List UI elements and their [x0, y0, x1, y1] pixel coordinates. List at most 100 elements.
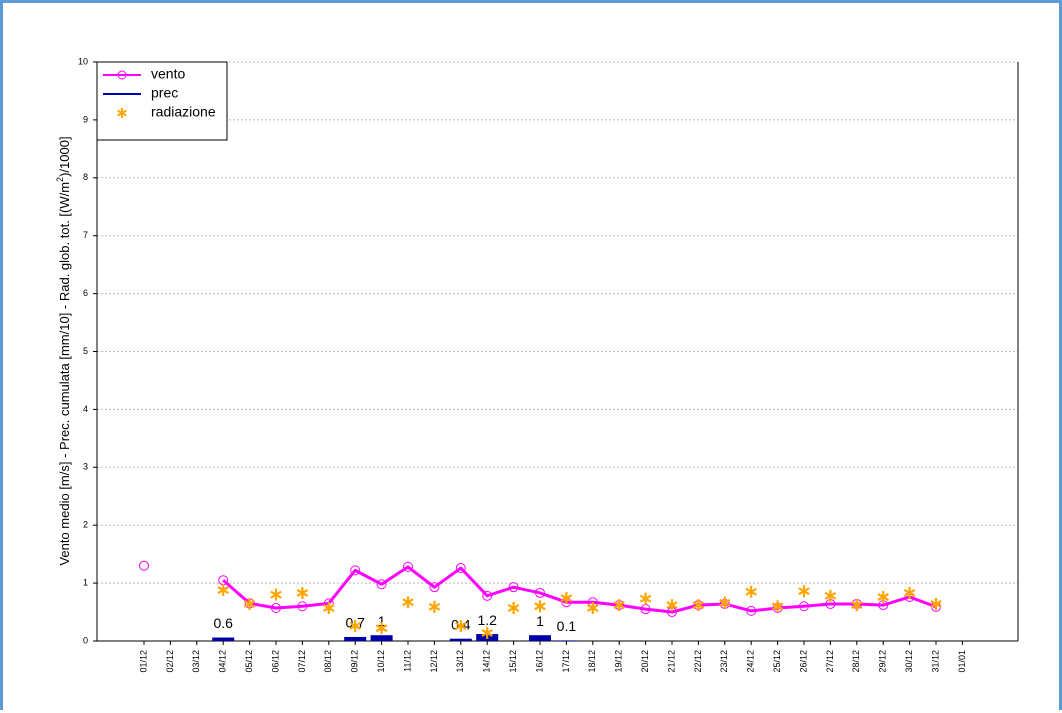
y-title-part: )/1000]	[57, 136, 72, 176]
radiazione-marker	[903, 586, 916, 599]
y-axis-title: Vento medio [m/s] - Prec. cumulata [mm/1…	[55, 136, 72, 565]
radiazione-marker	[375, 622, 388, 635]
radiazione-marker	[402, 596, 414, 609]
x-tick-label: 08/12	[323, 650, 333, 673]
legend-label: prec	[151, 85, 178, 101]
x-tick-label: 31/12	[930, 650, 940, 673]
vento-marker	[746, 605, 757, 616]
radiazione-marker	[666, 599, 678, 612]
x-tick-label: 23/12	[719, 650, 729, 673]
vento-marker	[799, 601, 809, 612]
y-tick-label: 0	[83, 635, 88, 645]
x-tick-label: 14/12	[482, 650, 492, 673]
vento-marker	[429, 582, 440, 593]
legend-label: radiazione	[151, 104, 216, 120]
radiazione-marker	[296, 586, 309, 599]
radiazione-marker	[613, 599, 625, 612]
x-tick-label: 13/12	[455, 650, 465, 673]
x-tick-label: 17/12	[561, 650, 571, 673]
radiazione-marker	[270, 588, 282, 601]
y-tick-label: 3	[83, 462, 88, 472]
y-tick-label: 8	[83, 172, 88, 182]
prec-bar	[370, 635, 393, 641]
bar-label: 1	[536, 613, 544, 629]
vento-marker	[297, 601, 308, 612]
radiazione-marker	[455, 619, 467, 632]
prec-bar	[529, 635, 551, 641]
radiazione-marker	[824, 589, 837, 602]
radiazione-marker	[323, 601, 335, 614]
x-tick-label: 27/12	[825, 650, 835, 673]
vento-marker	[455, 563, 466, 574]
radiazione-marker	[217, 584, 229, 597]
vento-marker	[350, 565, 361, 576]
legend-marker	[117, 108, 127, 118]
prec-bar	[344, 636, 367, 641]
x-tick-label: 07/12	[297, 650, 307, 673]
bar-label: 1	[378, 613, 386, 629]
y-tick-label: 1	[83, 577, 88, 587]
radiazione-marker	[851, 599, 863, 612]
vento-marker	[376, 579, 387, 590]
vento-marker	[139, 560, 149, 571]
vento-marker	[482, 590, 493, 601]
legend-label: vento	[151, 66, 185, 82]
prec-bar	[212, 637, 235, 641]
x-tick-label: 04/12	[218, 650, 228, 673]
x-tick-label: 30/12	[904, 650, 914, 673]
radiazione-marker	[587, 601, 599, 614]
radiazione-marker	[930, 597, 942, 610]
x-tick-label: 10/12	[376, 650, 386, 673]
radiazione-marker	[534, 600, 546, 613]
radiazione-marker	[877, 590, 889, 603]
bar-label: 0.1	[557, 618, 577, 634]
x-tick-label: 03/12	[191, 650, 201, 673]
y-tick-label: 9	[83, 114, 88, 124]
y-tick-label: 6	[83, 288, 88, 298]
x-tick-label: 26/12	[798, 650, 808, 673]
y-tick-label: 2	[83, 520, 88, 530]
radiazione-marker	[349, 619, 361, 632]
vento-marker	[271, 602, 281, 613]
vento-marker	[403, 561, 413, 572]
radiazione-marker	[639, 592, 652, 605]
x-tick-label: 09/12	[350, 650, 360, 673]
radiazione-marker	[507, 601, 520, 614]
radiazione-marker	[719, 596, 731, 609]
x-tick-label: 12/12	[429, 650, 439, 673]
x-tick-label: 29/12	[878, 650, 888, 673]
x-tick-label: 25/12	[772, 650, 782, 673]
x-tick-label: 16/12	[534, 650, 544, 673]
radiazione-marker	[745, 585, 757, 598]
legend-marker	[117, 70, 127, 80]
y-tick-label: 10	[78, 56, 88, 66]
radiazione-marker	[771, 600, 784, 613]
vento-marker	[535, 587, 545, 598]
y-tick-label: 5	[83, 346, 88, 356]
prec-bar	[555, 640, 578, 641]
radiazione-marker	[243, 597, 256, 610]
x-tick-label: 20/12	[640, 650, 650, 673]
x-tick-label: 11/12	[402, 650, 412, 672]
y-tick-label: 4	[83, 404, 88, 414]
x-tick-label: 02/12	[165, 650, 175, 673]
bar-label: 1.2	[477, 612, 497, 628]
x-tick-label: 19/12	[614, 650, 624, 673]
y-tick-label: 7	[83, 230, 88, 240]
vento-marker	[508, 582, 519, 593]
x-tick-label: 18/12	[587, 650, 597, 673]
radiazione-marker	[798, 585, 810, 598]
x-tick-label: 01/01	[957, 650, 967, 673]
x-tick-label: 28/12	[851, 650, 861, 673]
y-title-part: Vento medio [m/s] - Prec. cumulata [mm/1…	[57, 182, 72, 566]
x-tick-label: 06/12	[270, 650, 280, 673]
legend: vento prec radiazione	[96, 61, 228, 141]
x-tick-label: 01/12	[138, 650, 148, 673]
y-title-sup: 2	[55, 177, 65, 182]
x-tick-label: 15/12	[508, 650, 518, 673]
radiazione-marker	[481, 626, 493, 639]
radiazione-marker	[428, 600, 441, 613]
